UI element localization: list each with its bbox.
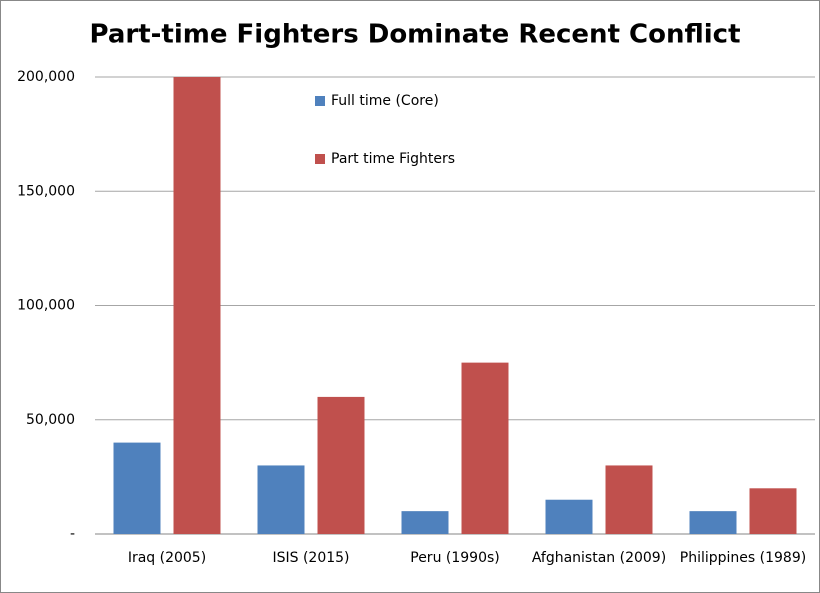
bar	[749, 488, 797, 534]
x-tick-label: Philippines (1989)	[680, 550, 806, 566]
legend-swatch	[315, 96, 325, 106]
y-tick-label: -	[70, 526, 75, 542]
y-tick-label: 50,000	[26, 412, 75, 428]
bar	[173, 77, 221, 534]
bar	[257, 465, 305, 534]
bar	[605, 465, 653, 534]
x-tick-label: ISIS (2015)	[272, 550, 349, 566]
x-tick-label: Peru (1990s)	[410, 550, 499, 566]
bar	[545, 499, 593, 534]
legend-swatch	[315, 154, 325, 164]
x-tick-label: Afghanistan (2009)	[532, 550, 666, 566]
x-tick-label: Iraq (2005)	[128, 550, 206, 566]
bar	[689, 511, 737, 534]
chart-title: Part-time Fighters Dominate Recent Confl…	[89, 20, 740, 50]
bar	[113, 442, 161, 534]
bar	[461, 362, 509, 534]
bar	[401, 511, 449, 534]
y-tick-label: 200,000	[17, 69, 75, 85]
legend-label: Part time Fighters	[331, 151, 455, 167]
y-tick-label: 150,000	[17, 183, 75, 199]
legend-label: Full time (Core)	[331, 93, 439, 109]
y-tick-label: 100,000	[17, 298, 75, 314]
bar	[317, 396, 365, 534]
